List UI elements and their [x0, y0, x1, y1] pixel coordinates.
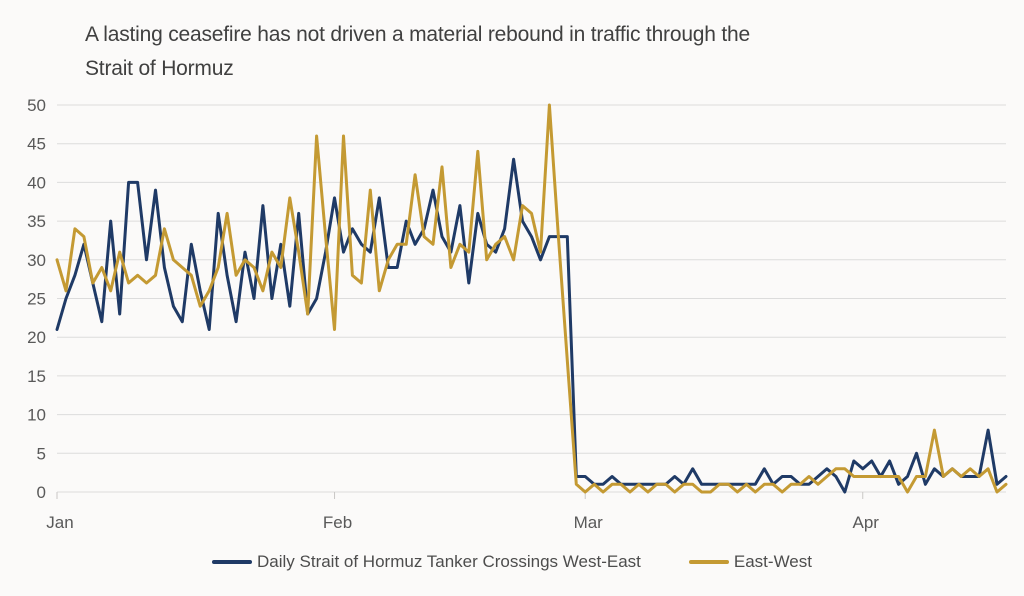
x-axis-label-apr: Apr: [853, 513, 880, 532]
series-line-west-east: [55, 157, 1008, 494]
y-axis-label-25: 25: [27, 290, 46, 309]
y-axis-label-15: 15: [27, 367, 46, 386]
y-axis-label-0: 0: [37, 483, 46, 502]
line-chart: 0 5 10 15 20 25 30 35 40 45 50 Jan Feb Mar Apr: [27, 96, 1008, 532]
y-axis-label-50: 50: [27, 96, 46, 115]
legend-label-east-west: East-West: [733, 552, 812, 571]
y-axis-label-45: 45: [27, 135, 46, 154]
legend-item-east-west: East-West: [688, 552, 812, 572]
east-west-line-swatch: [688, 560, 729, 564]
x-axis-label-feb: Feb: [323, 513, 352, 532]
chart-legend: Daily Strait of Hormuz Tanker Crossings …: [0, 552, 1024, 572]
chart-title-line-2: Strait of Hormuz: [85, 57, 234, 80]
y-axis-label-35: 35: [27, 212, 46, 231]
y-axis-label-20: 20: [27, 328, 46, 347]
chart-title: A lasting ceasefire has not driven a mat…: [85, 18, 750, 86]
series-line-east-west: [55, 103, 1008, 494]
x-axis-label-jan: Jan: [46, 513, 73, 532]
west-east-line-swatch: [212, 560, 252, 564]
chart-title-line-1: A lasting ceasefire has not driven a mat…: [85, 23, 750, 46]
y-axis-label-30: 30: [27, 251, 46, 270]
y-axis-label-10: 10: [27, 406, 46, 425]
y-axis-label-5: 5: [37, 444, 46, 463]
legend-label-west-east: Daily Strait of Hormuz Tanker Crossings …: [257, 552, 641, 571]
legend-item-west-east: Daily Strait of Hormuz Tanker Crossings …: [212, 552, 641, 572]
x-axis-label-mar: Mar: [574, 513, 604, 532]
y-axis-label-40: 40: [27, 173, 46, 192]
